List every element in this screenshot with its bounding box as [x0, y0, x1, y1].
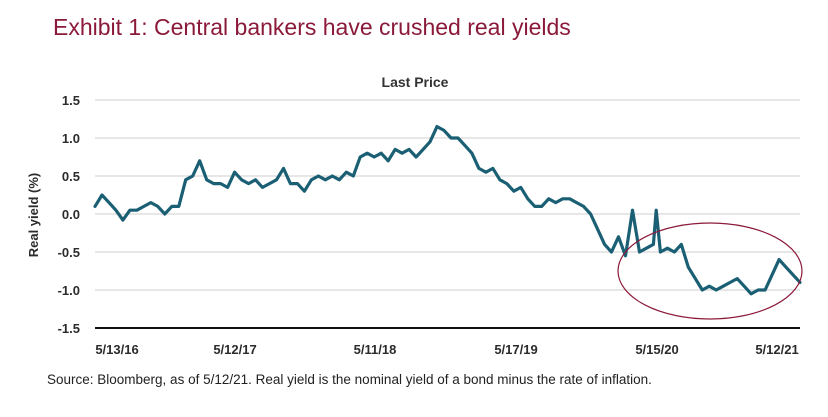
- chart-title: Last Price: [382, 74, 449, 90]
- y-tick-label: 0.5: [62, 169, 80, 184]
- y-tick-label: 0.0: [62, 207, 80, 222]
- x-tick-label: 5/12/17: [213, 342, 256, 357]
- y-tick-label: 1.0: [62, 131, 80, 146]
- real-yield-line-chart: Last Price 1.5 1.0 0.5 0.0 -0.5 -1.0 -1.5 5/13…: [26, 74, 803, 357]
- chart-grid: [95, 99, 800, 329]
- y-axis-label: Real yield (%): [26, 173, 41, 258]
- source-note: Source: Bloomberg, as of 5/12/21. Real y…: [47, 372, 652, 387]
- x-tick-label: 5/17/19: [494, 342, 537, 357]
- x-tick-label: 5/13/16: [95, 342, 138, 357]
- x-tick-label: 5/12/21: [755, 342, 798, 357]
- page-title: Exhibit 1: Central bankers have crushed …: [53, 14, 571, 40]
- y-tick-label: -1.0: [58, 283, 80, 298]
- y-axis-ticks: 1.5 1.0 0.5 0.0 -0.5 -1.0 -1.5: [58, 93, 80, 336]
- y-tick-label: 1.5: [62, 93, 80, 108]
- y-tick-label: -1.5: [58, 321, 80, 336]
- y-tick-label: -0.5: [58, 245, 80, 260]
- highlight-ellipse: [617, 222, 803, 320]
- x-axis-ticks: 5/13/16 5/12/17 5/11/18 5/17/19 5/15/20 5/12/…: [95, 342, 798, 357]
- x-tick-label: 5/11/18: [354, 342, 397, 357]
- x-tick-label: 5/15/20: [635, 342, 678, 357]
- series-line: [93, 125, 802, 296]
